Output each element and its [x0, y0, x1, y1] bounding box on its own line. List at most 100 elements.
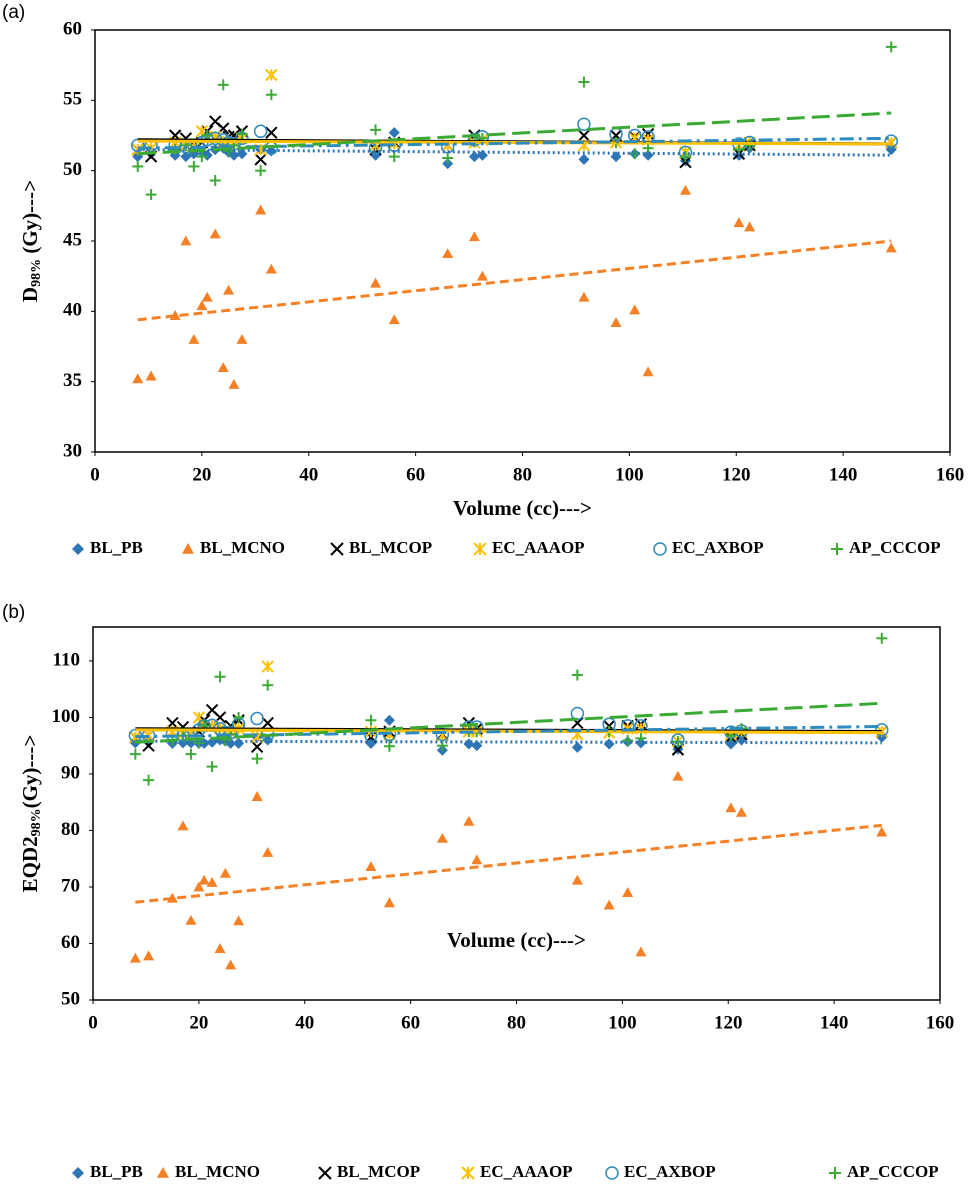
- legend-label: EC_AXBOP: [624, 1162, 716, 1181]
- diamond-shape: [463, 738, 475, 750]
- triangle-shape: [725, 802, 737, 813]
- marker-triangle: [132, 373, 144, 384]
- y-tick-label: 55: [63, 89, 82, 110]
- marker-triangle: [262, 846, 274, 857]
- triangle-shape: [219, 867, 231, 878]
- x-axis-title: Volume (cc)--->: [447, 928, 586, 952]
- legend-label: AP_CCCOP: [849, 538, 941, 557]
- triangle-shape: [214, 943, 226, 953]
- marker-plus: [196, 151, 208, 163]
- stroke: [254, 153, 267, 166]
- triangle-shape: [233, 915, 245, 926]
- triangle-shape: [622, 887, 634, 898]
- marker-diamond: [471, 740, 483, 752]
- chart-panel: (b) 50 60 70 80 90 100 110 0 20 40 60 80 100 120 140 160…: [2, 602, 954, 1181]
- triangle-shape: [185, 914, 197, 925]
- triangle-shape: [198, 874, 210, 885]
- triangle-shape: [468, 231, 480, 242]
- triangle-shape: [223, 284, 235, 295]
- marker-triangle: [214, 943, 226, 953]
- marker-x: [261, 716, 274, 730]
- triangle-shape: [744, 221, 756, 232]
- y-tick-label: 80: [61, 819, 80, 840]
- marker-diamond: [233, 737, 245, 749]
- diamond-shape: [388, 127, 400, 139]
- circle-shape: [653, 542, 667, 556]
- diamond-shape: [201, 149, 213, 161]
- stroke: [641, 127, 655, 141]
- marker-plus: [578, 76, 590, 88]
- marker-plus: [251, 753, 263, 765]
- triangle-shape: [196, 300, 208, 311]
- triangle-shape: [370, 277, 382, 288]
- y-tick-label: 100: [52, 706, 81, 727]
- marker-plus: [383, 740, 395, 752]
- marker-x: [641, 127, 655, 141]
- y-axis-title: D98% (Gy)--->: [18, 180, 44, 302]
- triangle-shape: [217, 362, 229, 372]
- marker-circle: [250, 711, 264, 726]
- marker-triangle: [635, 946, 647, 957]
- triangle-shape: [571, 874, 583, 885]
- triangle-shape: [476, 270, 488, 281]
- marker-x: [577, 129, 591, 142]
- y-tick-label: 70: [61, 875, 80, 896]
- triangle-shape: [193, 881, 205, 892]
- x-tick-label: 40: [299, 464, 318, 485]
- marker-triangle: [265, 263, 277, 274]
- triangle-shape: [143, 950, 155, 961]
- marker-triangle: [198, 874, 210, 885]
- stroke: [571, 716, 584, 730]
- circle-shape: [570, 706, 585, 721]
- marker-plus: [214, 671, 226, 683]
- marker-diamond: [603, 738, 615, 750]
- marker-triangle: [233, 915, 245, 926]
- triangle-shape: [145, 370, 157, 381]
- circle-shape: [253, 124, 268, 139]
- marker-diamond: [442, 158, 454, 170]
- triangle-shape: [388, 314, 400, 325]
- marker-x: [254, 153, 267, 166]
- marker-triangle: [388, 314, 400, 325]
- marker-triangle: [383, 897, 395, 908]
- legend-marker: [72, 543, 84, 555]
- marker-plus: [571, 669, 583, 681]
- circle-shape: [875, 723, 889, 737]
- marker-plus: [876, 632, 888, 644]
- triangle-shape: [610, 317, 622, 327]
- marker-plus: [370, 124, 382, 136]
- legend-marker: [72, 1167, 84, 1179]
- legend-marker: [318, 1166, 332, 1180]
- marker-plus: [236, 128, 248, 140]
- marker-circle: [208, 131, 222, 146]
- triangle-shape: [262, 846, 274, 857]
- marker-triangle: [209, 228, 221, 239]
- marker-triangle: [679, 184, 691, 195]
- marker-triangle: [225, 959, 237, 970]
- triangle-shape: [236, 333, 248, 344]
- marker-circle: [875, 723, 889, 737]
- triangle-shape: [876, 826, 888, 837]
- trend-line: [137, 139, 892, 146]
- triangle-shape: [642, 366, 654, 377]
- trend-line: [135, 739, 882, 745]
- triangle-shape: [735, 806, 747, 817]
- circle-shape: [197, 719, 211, 733]
- triangle-shape: [733, 217, 745, 228]
- legend-label: BL_PB: [90, 1162, 143, 1181]
- y-tick-label: 30: [63, 440, 82, 461]
- legend-marker: [157, 1167, 169, 1178]
- marker-triangle: [180, 235, 192, 246]
- marker-plus: [132, 160, 144, 172]
- marker-triangle: [672, 770, 684, 781]
- marker-diamond: [610, 151, 622, 163]
- legend-marker: [653, 542, 667, 556]
- marker-plus: [679, 151, 691, 163]
- legend-marker: [473, 542, 487, 556]
- x-tick-label: 140: [829, 464, 858, 485]
- diamond-shape: [72, 1167, 84, 1179]
- trend-line: [137, 111, 892, 156]
- x-tick-label: 20: [189, 1012, 208, 1033]
- x-tick-label: 120: [714, 1012, 743, 1033]
- marker-triangle: [578, 291, 590, 302]
